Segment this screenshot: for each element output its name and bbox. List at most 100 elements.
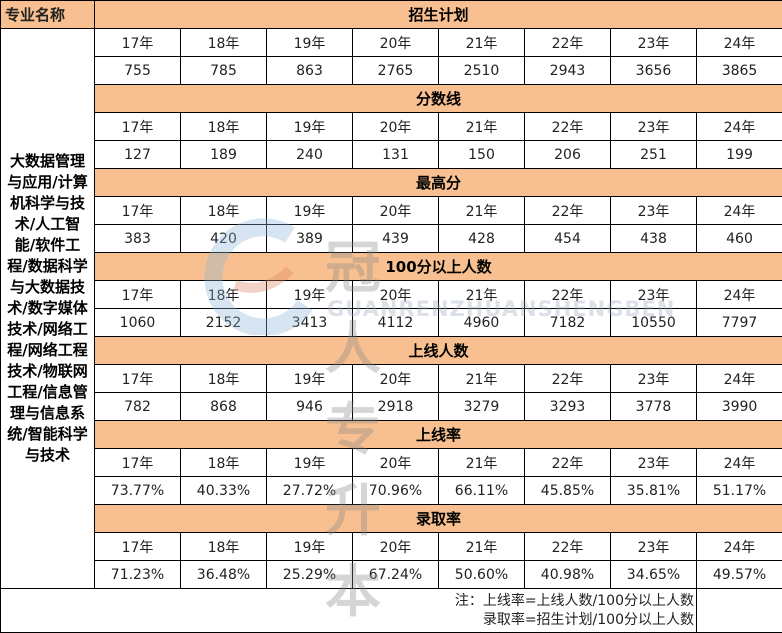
year-cell: 21年 — [438, 448, 525, 477]
year-cell: 18年 — [180, 28, 267, 57]
note-line-1: 注：上线率=上线人数/100分以上人数 — [454, 592, 694, 609]
year-cell: 24年 — [695, 532, 782, 561]
year-cell: 17年 — [94, 448, 181, 477]
year-cell: 23年 — [610, 532, 697, 561]
value-cell: 240 — [266, 140, 353, 169]
year-cell: 23年 — [610, 196, 697, 225]
value-row: 782 868 946 2918 3279 3293 3778 3990 — [1, 392, 782, 421]
year-cell: 23年 — [610, 280, 697, 309]
value-cell: 785 — [180, 56, 267, 85]
value-cell: 40.33% — [180, 476, 267, 505]
value-cell: 2510 — [438, 56, 525, 85]
year-cell: 21年 — [438, 280, 525, 309]
value-cell: 460 — [695, 224, 782, 253]
value-cell: 73.77% — [94, 476, 181, 505]
year-cell: 24年 — [695, 280, 782, 309]
value-cell: 782 — [94, 392, 181, 421]
year-cell: 24年 — [695, 364, 782, 393]
value-cell: 439 — [352, 224, 439, 253]
value-cell: 7182 — [524, 308, 611, 337]
value-cell: 2918 — [352, 392, 439, 421]
value-cell: 389 — [266, 224, 353, 253]
year-cell: 24年 — [695, 28, 782, 57]
value-cell: 127 — [94, 140, 181, 169]
value-cell: 2765 — [352, 56, 439, 85]
year-cell: 18年 — [180, 364, 267, 393]
year-cell: 19年 — [266, 28, 353, 57]
year-cell: 17年 — [94, 28, 181, 57]
year-cell: 19年 — [266, 448, 353, 477]
section-title: 上线率 — [93, 420, 782, 449]
value-cell: 755 — [94, 56, 181, 85]
year-cell: 19年 — [266, 196, 353, 225]
value-cell: 2152 — [180, 308, 267, 337]
value-cell: 35.81% — [610, 476, 697, 505]
year-cell: 17年 — [94, 364, 181, 393]
year-cell: 23年 — [610, 448, 697, 477]
value-cell: 868 — [180, 392, 267, 421]
value-cell: 49.57% — [695, 560, 782, 589]
section-title: 100分以上人数 — [93, 252, 782, 281]
value-cell: 3279 — [438, 392, 525, 421]
year-row: 17年 18年 19年 20年 21年 22年 23年 24年 — [1, 112, 782, 141]
year-cell: 24年 — [695, 112, 782, 141]
value-cell: 51.17% — [695, 476, 782, 505]
value-cell: 946 — [266, 392, 353, 421]
section-title: 上线人数 — [93, 336, 782, 365]
section-title: 分数线 — [93, 84, 782, 113]
value-cell: 67.24% — [352, 560, 439, 589]
year-cell: 20年 — [352, 364, 439, 393]
value-row: 1060 2152 3413 4112 4960 7182 10550 7797 — [1, 308, 782, 337]
year-cell: 21年 — [438, 196, 525, 225]
section-header-row: 分数线 — [1, 84, 782, 113]
value-cell: 3990 — [695, 392, 782, 421]
section-header-row: 上线率 — [1, 420, 782, 449]
section-title: 招生计划 — [93, 0, 782, 29]
value-row: 383 420 389 439 428 454 438 460 — [1, 224, 782, 253]
year-row: 17年 18年 19年 20年 21年 22年 23年 24年 — [1, 532, 782, 561]
year-cell: 20年 — [352, 28, 439, 57]
year-cell: 22年 — [524, 196, 611, 225]
year-cell: 20年 — [352, 532, 439, 561]
value-cell: 383 — [94, 224, 181, 253]
value-cell: 438 — [610, 224, 697, 253]
year-cell: 18年 — [180, 196, 267, 225]
value-cell: 4960 — [438, 308, 525, 337]
year-cell: 20年 — [352, 280, 439, 309]
year-cell: 17年 — [94, 196, 181, 225]
note: 注：上线率=上线人数/100分以上人数 录取率=招生计划/100分以上人数 — [0, 588, 697, 633]
year-row: 17年 18年 19年 20年 21年 22年 23年 24年 — [1, 280, 782, 309]
value-cell: 1060 — [94, 308, 181, 337]
year-cell: 20年 — [352, 448, 439, 477]
value-cell: 454 — [524, 224, 611, 253]
value-row: 127 189 240 131 150 206 251 199 — [1, 140, 782, 169]
year-cell: 23年 — [610, 364, 697, 393]
value-row: 755 785 863 2765 2510 2943 3656 3865 — [1, 56, 782, 85]
year-cell: 22年 — [524, 532, 611, 561]
value-cell: 3778 — [610, 392, 697, 421]
value-cell: 206 — [524, 140, 611, 169]
value-cell: 3293 — [524, 392, 611, 421]
section-title: 最高分 — [93, 168, 782, 197]
year-cell: 18年 — [180, 448, 267, 477]
section-header-row: 录取率 — [1, 504, 782, 533]
section-title: 录取率 — [93, 504, 782, 533]
value-cell: 71.23% — [94, 560, 181, 589]
year-row: 17年 18年 19年 20年 21年 22年 23年 24年 — [1, 364, 782, 393]
year-cell: 21年 — [438, 112, 525, 141]
year-row: 17年 18年 19年 20年 21年 22年 23年 24年 — [1, 196, 782, 225]
value-cell: 2943 — [524, 56, 611, 85]
value-cell: 150 — [438, 140, 525, 169]
value-cell: 3656 — [610, 56, 697, 85]
year-cell: 19年 — [266, 532, 353, 561]
year-cell: 20年 — [352, 196, 439, 225]
section-header-row: 专业名称 招生计划 — [0, 0, 782, 29]
value-cell: 863 — [266, 56, 353, 85]
column-header-major: 专业名称 — [0, 0, 95, 29]
value-cell: 420 — [180, 224, 267, 253]
value-cell: 45.85% — [524, 476, 611, 505]
year-cell: 22年 — [524, 112, 611, 141]
value-row: 71.23% 36.48% 25.29% 67.24% 50.60% 40.98% 34.6… — [1, 560, 782, 589]
year-cell: 23年 — [610, 28, 697, 57]
